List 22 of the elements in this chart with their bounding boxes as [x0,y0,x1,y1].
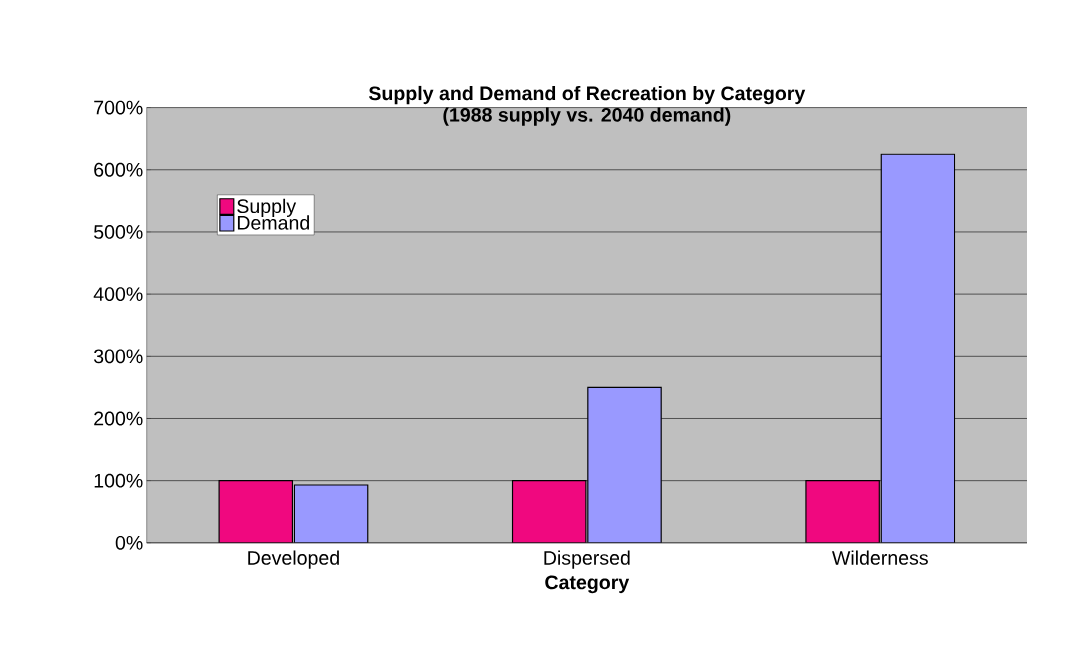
y-tick-label: 400% [93,287,143,301]
y-tick-label: 300% [93,349,143,364]
legend-label: Supply [237,198,297,217]
y-tick-label: 200% [94,411,143,426]
y-tick-label: 600% [94,162,143,177]
y-tick-label: 500% [94,224,143,239]
bar [218,479,294,543]
bar [880,153,956,543]
x-tick-label: Dispersed [544,550,630,569]
x-axis-title: Category [545,575,630,594]
chart-title: Supply and Demand of Recreation by Category [368,85,806,105]
y-tick-label: 0% [115,535,143,550]
chart-subtitle: (1988 supply vs. 2040 demand) [443,107,731,126]
legend-label: Demand [237,215,309,230]
bar [511,479,587,543]
y-tick-label: 700% [94,100,143,115]
x-tick-label: Wilderness [832,550,928,565]
bar [805,479,880,543]
bar [293,484,369,543]
bar [587,386,662,543]
y-tick-label: 100% [94,473,143,488]
x-tick-label: Developed [248,550,339,569]
